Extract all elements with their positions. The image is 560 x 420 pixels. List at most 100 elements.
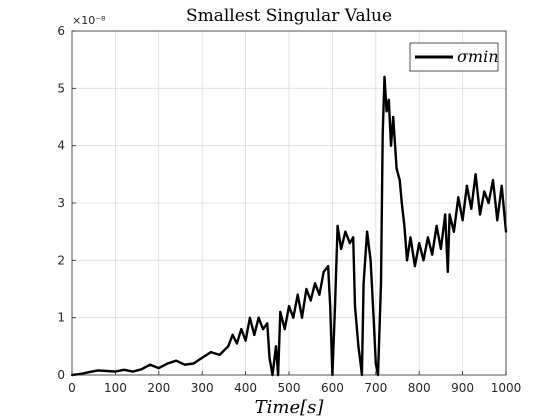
data-point — [400, 201, 403, 205]
data-point — [88, 371, 91, 374]
data-point — [379, 282, 383, 285]
data-point — [357, 345, 360, 348]
data-point — [240, 328, 243, 331]
data-point — [359, 362, 362, 365]
data-point — [96, 369, 100, 372]
data-point — [381, 133, 384, 136]
data-point — [374, 362, 377, 365]
legend: σmin — [409, 42, 499, 72]
series-group — [70, 75, 508, 377]
data-point — [500, 184, 503, 187]
data-point — [175, 359, 178, 362]
data-point — [431, 253, 434, 256]
data-point — [348, 242, 351, 245]
data-point — [491, 179, 495, 182]
x-tick-label: 500 — [278, 381, 301, 395]
data-point — [405, 259, 409, 262]
y-tick-label: 2 — [57, 253, 65, 267]
data-point — [446, 270, 449, 273]
data-point — [248, 316, 251, 319]
data-point — [305, 287, 308, 291]
y-tick-label: 4 — [57, 139, 65, 153]
data-point — [461, 219, 464, 222]
data-point — [392, 115, 395, 119]
data-point — [422, 259, 425, 262]
data-point — [483, 190, 486, 193]
data-point — [166, 362, 169, 365]
data-point — [448, 213, 451, 216]
data-point — [457, 196, 460, 199]
y-axis-ticks: 0 1 2 3 4 5 6 — [57, 24, 76, 382]
data-point — [123, 368, 126, 371]
data-point — [366, 230, 369, 233]
data-point — [79, 372, 82, 375]
data-point — [140, 368, 143, 371]
data-point — [296, 293, 299, 296]
grid-lines — [72, 31, 506, 375]
data-point — [209, 351, 212, 354]
data-point — [496, 219, 499, 222]
x-tick-label: 200 — [147, 381, 170, 395]
data-point — [383, 75, 386, 78]
y-tick-label: 0 — [57, 368, 65, 382]
data-point — [387, 98, 390, 101]
x-tick-label: 600 — [321, 381, 344, 395]
data-point — [149, 363, 152, 366]
data-point — [274, 345, 278, 348]
x-tick-label: 0 — [68, 381, 76, 395]
data-point — [327, 265, 330, 268]
data-point — [322, 270, 325, 273]
data-point — [409, 236, 412, 239]
data-point — [403, 224, 406, 227]
data-point — [266, 322, 269, 325]
data-point — [478, 213, 482, 216]
data-point — [253, 333, 256, 336]
y-axis-exponent: ×10⁻⁸ — [72, 14, 106, 27]
data-point — [283, 328, 286, 331]
data-point — [329, 305, 332, 308]
data-point — [362, 282, 365, 285]
data-point — [183, 363, 186, 366]
x-tick-label: 300 — [191, 381, 214, 395]
series-line — [71, 75, 508, 377]
x-axis-ticks: 0 100 200 300 400 500 600 700 800 900 1000 — [68, 371, 521, 395]
data-point — [340, 247, 343, 250]
data-point — [279, 310, 282, 313]
data-point — [372, 316, 375, 319]
data-point — [439, 247, 442, 250]
x-tick-label: 800 — [408, 381, 431, 395]
data-point — [385, 110, 388, 113]
y-tick-label: 1 — [57, 311, 65, 325]
data-point — [257, 316, 260, 319]
data-point — [344, 230, 347, 233]
data-point — [336, 224, 339, 227]
data-point — [131, 370, 134, 373]
data-point — [452, 230, 455, 233]
data-point — [192, 362, 195, 365]
data-point — [231, 333, 234, 336]
data-point — [413, 265, 416, 268]
data-point — [105, 369, 108, 373]
y-tick-label: 6 — [57, 24, 65, 38]
data-point — [300, 316, 304, 319]
data-point — [309, 299, 312, 302]
data-point — [287, 305, 291, 308]
y-tick-label: 3 — [57, 196, 65, 210]
data-point — [235, 342, 238, 345]
x-tick-label: 100 — [104, 381, 127, 395]
axes-box — [71, 30, 507, 376]
legend-label: σmin — [457, 47, 499, 66]
data-point — [352, 236, 355, 239]
data-point — [292, 316, 295, 319]
x-tick-label: 900 — [451, 381, 474, 395]
data-point — [474, 173, 477, 176]
data-point — [435, 224, 438, 227]
data-point — [333, 305, 337, 308]
data-point — [395, 167, 398, 170]
data-point — [318, 293, 321, 296]
x-axis-label: Time[s] — [255, 397, 325, 418]
data-point — [261, 328, 265, 331]
data-point — [369, 259, 372, 262]
